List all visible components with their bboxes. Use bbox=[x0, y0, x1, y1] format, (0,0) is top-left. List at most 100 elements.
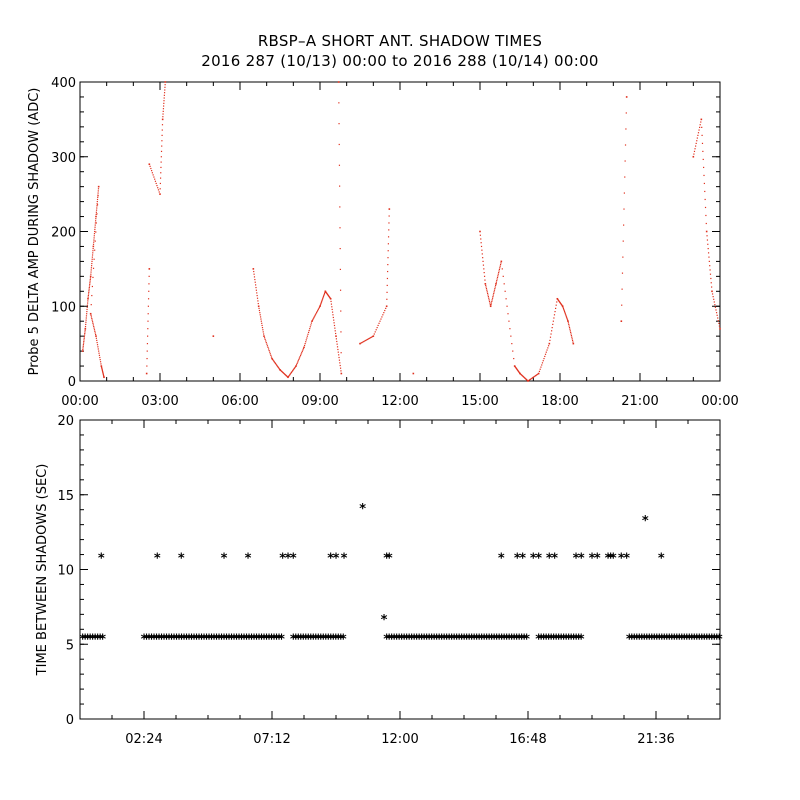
data-point bbox=[288, 375, 290, 377]
data-point bbox=[162, 110, 164, 112]
data-point bbox=[567, 319, 569, 321]
y-tick-label: 0 bbox=[66, 713, 74, 728]
data-point bbox=[84, 325, 87, 328]
data-point bbox=[320, 302, 322, 304]
data-point bbox=[259, 316, 262, 318]
data-point bbox=[300, 353, 302, 355]
data-point: * bbox=[173, 632, 180, 647]
data-point bbox=[718, 325, 721, 327]
data-point bbox=[565, 316, 568, 318]
data-point bbox=[91, 254, 94, 256]
data-point: * bbox=[471, 632, 478, 647]
data-point bbox=[83, 337, 85, 339]
data-point bbox=[159, 193, 161, 195]
data-point bbox=[508, 320, 510, 322]
data-point bbox=[160, 161, 162, 163]
data-point bbox=[553, 317, 555, 319]
data-point bbox=[90, 273, 92, 275]
data-point: * bbox=[713, 632, 720, 647]
data-point: * bbox=[315, 632, 322, 647]
data-point bbox=[549, 336, 552, 338]
data-point: * bbox=[643, 632, 650, 647]
data-point: * bbox=[578, 552, 585, 567]
data-point bbox=[308, 329, 310, 332]
data-point: * bbox=[716, 632, 723, 647]
data-point bbox=[551, 330, 553, 332]
data-point bbox=[572, 341, 574, 343]
data-point: * bbox=[642, 514, 649, 529]
data-point: * bbox=[638, 632, 645, 647]
data-point: * bbox=[251, 632, 258, 647]
data-point bbox=[564, 312, 566, 314]
data-point bbox=[99, 356, 101, 359]
data-point bbox=[567, 320, 569, 322]
data-point bbox=[91, 265, 93, 267]
data-point: * bbox=[228, 632, 235, 647]
data-point: * bbox=[493, 632, 500, 647]
data-point bbox=[96, 205, 98, 207]
data-point bbox=[290, 371, 293, 374]
data-point: * bbox=[453, 632, 460, 647]
data-point bbox=[562, 307, 565, 309]
data-point bbox=[162, 113, 164, 115]
x-tick-label: 21:36 bbox=[637, 732, 674, 747]
data-point bbox=[263, 335, 265, 337]
data-point bbox=[714, 304, 716, 306]
data-point bbox=[259, 312, 261, 314]
data-point bbox=[338, 102, 340, 104]
data-point: * bbox=[312, 632, 319, 647]
data-point bbox=[339, 364, 341, 367]
data-point bbox=[151, 170, 153, 172]
data-point bbox=[269, 353, 271, 355]
data-point bbox=[83, 334, 86, 336]
data-point: * bbox=[473, 632, 480, 647]
data-point bbox=[164, 86, 166, 88]
data-point: * bbox=[300, 632, 307, 647]
data-point bbox=[504, 290, 506, 292]
data-point bbox=[537, 373, 539, 375]
data-point bbox=[537, 372, 540, 375]
data-point bbox=[513, 357, 515, 360]
data-point bbox=[148, 283, 150, 285]
data-point bbox=[93, 329, 96, 331]
data-point bbox=[212, 335, 215, 337]
data-point: * bbox=[241, 632, 248, 647]
data-point bbox=[702, 158, 704, 161]
data-point bbox=[90, 304, 92, 306]
data-point: * bbox=[92, 632, 99, 647]
data-point bbox=[154, 178, 156, 180]
data-point bbox=[305, 339, 307, 341]
data-point: * bbox=[285, 552, 292, 567]
data-point bbox=[299, 354, 302, 356]
data-point bbox=[89, 282, 91, 284]
data-point bbox=[158, 191, 160, 193]
data-point bbox=[336, 343, 338, 345]
data-point bbox=[163, 92, 166, 94]
data-point bbox=[263, 333, 265, 335]
data-point bbox=[703, 174, 705, 177]
data-point bbox=[274, 362, 277, 364]
data-point: * bbox=[653, 632, 660, 647]
data-point: * bbox=[610, 552, 617, 567]
data-point bbox=[550, 333, 552, 335]
data-point bbox=[361, 341, 363, 344]
data-point: * bbox=[273, 632, 280, 647]
data-point bbox=[88, 290, 90, 292]
data-point bbox=[489, 302, 491, 304]
data-point: * bbox=[648, 632, 655, 647]
data-point: * bbox=[89, 632, 96, 647]
data-point bbox=[703, 182, 705, 185]
data-point bbox=[482, 260, 484, 262]
data-point: * bbox=[443, 632, 450, 647]
data-point bbox=[160, 172, 162, 174]
data-point bbox=[571, 338, 573, 340]
data-point bbox=[301, 352, 303, 354]
data-point: * bbox=[551, 552, 558, 567]
data-point bbox=[497, 275, 499, 277]
data-point bbox=[340, 370, 342, 372]
data-point: * bbox=[186, 632, 193, 647]
data-point bbox=[94, 240, 96, 242]
data-point: * bbox=[513, 632, 520, 647]
data-point: * bbox=[530, 552, 537, 567]
data-point bbox=[547, 347, 549, 349]
